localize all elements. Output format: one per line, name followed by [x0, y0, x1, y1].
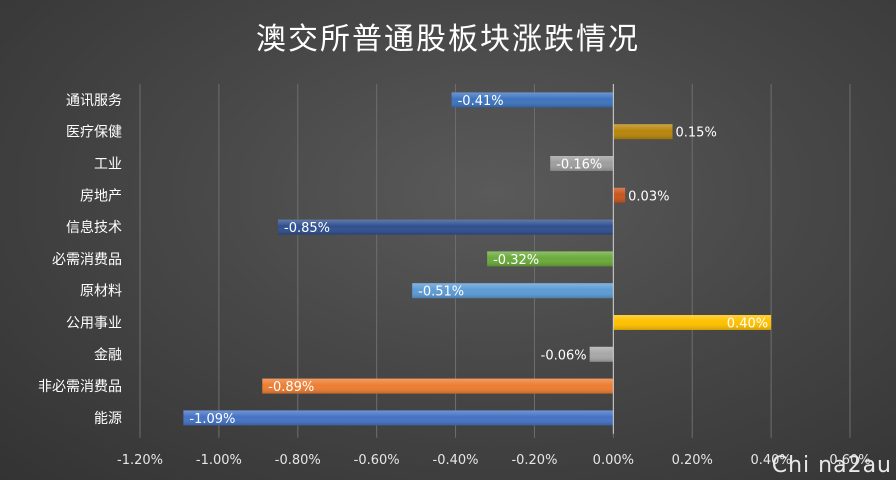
chart-title: 澳交所普通股板块涨跌情况 [256, 22, 640, 57]
data-label: -0.06% [541, 348, 587, 363]
x-tick-label: -0.80% [275, 453, 321, 468]
data-label: -0.85% [284, 221, 330, 236]
data-label: 0.40% [727, 317, 768, 332]
x-tick-label: 0.00% [593, 453, 634, 468]
data-label: 0.15% [676, 126, 717, 141]
bar [613, 124, 673, 140]
x-tick-label: 0.60% [829, 453, 870, 468]
category-label: 能源 [94, 411, 122, 427]
category-label: 必需消费品 [52, 252, 122, 268]
category-label: 金融 [94, 347, 122, 363]
x-tick-label: -0.60% [354, 453, 400, 468]
data-label: 0.03% [628, 189, 669, 204]
category-label: 房地产 [80, 188, 122, 204]
category-label: 信息技术 [66, 219, 122, 236]
category-label: 工业 [94, 157, 122, 173]
category-label: 非必需消费品 [38, 379, 122, 395]
data-label: -0.89% [268, 380, 314, 395]
x-tick-label: -0.40% [433, 453, 479, 468]
data-label: -1.09% [189, 412, 235, 427]
data-label: -0.16% [556, 158, 602, 173]
bar [262, 378, 614, 394]
x-tick-label: -1.00% [196, 453, 242, 468]
x-tick-label: -1.20% [117, 453, 163, 468]
category-label: 原材料 [80, 284, 122, 300]
data-label: -0.51% [418, 285, 464, 300]
x-tick-label: -0.20% [511, 453, 557, 468]
x-tick-label: 0.40% [750, 453, 791, 468]
category-label: 通讯服务 [66, 93, 122, 109]
bar [613, 187, 626, 203]
watermark: Chi na2au [771, 453, 892, 478]
bar [589, 346, 614, 362]
category-label: 公用事业 [66, 316, 122, 332]
data-label: -0.32% [493, 253, 539, 268]
x-tick-label: 0.20% [672, 453, 713, 468]
category-label: 医疗保健 [66, 125, 122, 141]
data-label: -0.41% [458, 94, 504, 109]
bar [183, 410, 614, 426]
